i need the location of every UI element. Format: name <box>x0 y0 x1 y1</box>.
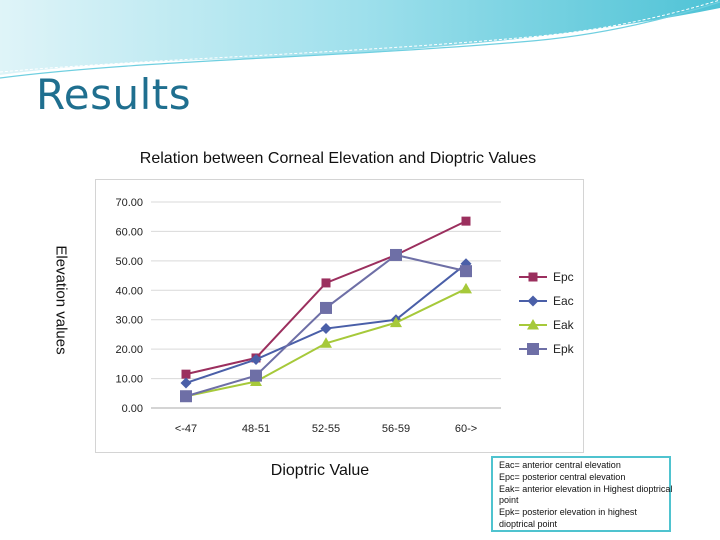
data-point-epc <box>181 369 191 379</box>
data-point-epk <box>180 390 192 403</box>
data-point-epk <box>390 248 402 261</box>
note-line: Epk= posterior elevation in highest <box>499 507 637 518</box>
y-tick-label: 60.00 <box>115 226 143 238</box>
note-line: Eac= anterior central elevation <box>499 460 621 470</box>
x-tick-label: 56-59 <box>382 423 410 435</box>
legend-marker-epc <box>528 272 538 282</box>
legend-label-epk: Epk <box>553 342 575 356</box>
legend-marker-eac <box>527 295 539 307</box>
legend-label-epc: Epc <box>553 270 574 284</box>
y-tick-label: 20.00 <box>115 344 143 356</box>
y-tick-label: 30.00 <box>115 315 143 327</box>
data-point-epc <box>321 278 331 288</box>
legend-label-eac: Eac <box>553 294 574 308</box>
data-point-epk <box>460 265 472 278</box>
data-point-eac <box>180 377 192 389</box>
x-tick-label: <-47 <box>175 423 197 435</box>
data-point-epk <box>320 301 332 314</box>
data-point-eac <box>320 323 332 335</box>
data-point-epk <box>250 369 262 382</box>
legend-marker-epk <box>527 343 539 355</box>
data-point-epc <box>461 216 471 226</box>
x-tick-label: 52-55 <box>312 423 340 435</box>
data-point-eak <box>320 337 332 348</box>
chart-panel: 0.00 10.00 20.00 30.00 40.00 50.00 60.00 70.00 <… <box>95 179 584 453</box>
y-tick-label: 50.00 <box>115 256 143 268</box>
legend-marker-eak <box>527 319 539 330</box>
legend-label-eak: Eak <box>553 318 575 332</box>
data-point-eac <box>250 353 262 365</box>
line-chart: 0.00 10.00 20.00 30.00 40.00 50.00 60.00 70.00 <… <box>115 197 575 435</box>
note-line: point <box>499 495 519 506</box>
x-tick-label: 48-51 <box>242 423 270 435</box>
x-axis-label: Dioptric Value <box>270 462 370 479</box>
x-tick-label: 60-> <box>455 423 477 435</box>
y-tick-label: 10.00 <box>115 374 143 386</box>
note-line: Epc= posterior central elevation <box>499 471 626 482</box>
data-point-eak <box>390 316 402 328</box>
y-tick-label: 0.00 <box>122 403 143 415</box>
y-tick-label: 40.00 <box>115 285 143 297</box>
y-tick-label: 70.00 <box>115 197 143 209</box>
note-line: Eak= anterior elevation in Highest diopt… <box>499 483 673 494</box>
data-point-eak <box>460 282 472 294</box>
abbreviation-notes: Eac= anterior central elevation Epc= pos… <box>491 456 673 532</box>
y-axis-label: Elevation values <box>52 245 70 355</box>
chart-title: Relation between Corneal Elevation and D… <box>139 150 537 167</box>
slide-title: Results <box>36 70 192 119</box>
note-line: dioptrical point <box>499 518 558 529</box>
header-banner <box>0 0 720 79</box>
